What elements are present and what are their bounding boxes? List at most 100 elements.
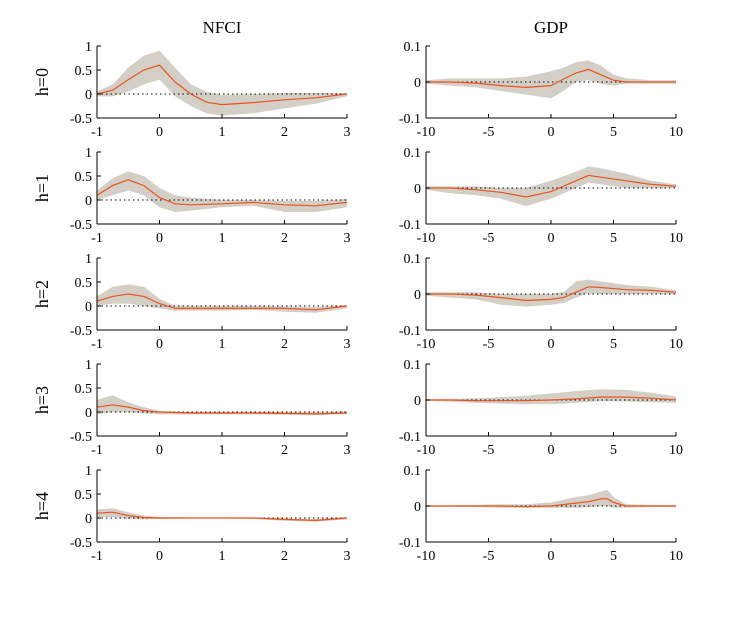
y-tick-label-nfci-h2: -0.5 [70, 324, 92, 339]
y-tick-label-nfci-h0: 0 [85, 88, 92, 103]
confidence-band-gdp-h4 [426, 489, 676, 508]
x-tick-label-gdp-h4: -5 [483, 549, 495, 564]
x-tick-label-nfci-h0: 0 [156, 125, 163, 140]
y-tick-label-gdp-h0: 0 [414, 76, 421, 91]
x-tick-label-nfci-h4: 1 [219, 549, 226, 564]
y-tick-label-nfci-h4: 0.5 [75, 488, 93, 503]
x-tick-label-gdp-h3: 5 [610, 443, 617, 458]
x-tick-label-nfci-h4: 3 [344, 549, 351, 564]
x-tick-label-gdp-h3: -5 [483, 443, 495, 458]
x-tick-label-gdp-h2: -10 [417, 337, 436, 352]
confidence-band-gdp-h3 [426, 389, 676, 405]
y-tick-label-gdp-h4: -0.1 [399, 536, 421, 551]
x-tick-label-gdp-h0: -10 [417, 125, 436, 140]
x-tick-label-nfci-h3: 1 [219, 443, 226, 458]
x-tick-label-nfci-h3: 3 [344, 443, 351, 458]
y-tick-label-gdp-h1: -0.1 [399, 218, 421, 233]
column-title-nfci: NFCI [203, 18, 242, 37]
y-tick-label-gdp-h4: 0 [414, 500, 421, 515]
x-tick-label-nfci-h2: 1 [219, 337, 226, 352]
confidence-band-nfci-h2 [97, 284, 347, 313]
response-line-gdp-h2 [426, 286, 677, 302]
x-tick-label-gdp-h2: 0 [548, 337, 555, 352]
y-tick-label-gdp-h2: 0 [414, 288, 421, 303]
x-tick-label-nfci-h0: 2 [281, 125, 288, 140]
confidence-band-gdp-h0 [426, 60, 676, 99]
y-tick-label-gdp-h2: 0.1 [404, 252, 422, 267]
x-tick-label-gdp-h3: 0 [548, 443, 555, 458]
x-tick-label-nfci-h3: 0 [156, 443, 163, 458]
y-tick-label-nfci-h4: 0 [85, 512, 92, 527]
response-line-nfci-h3 [96, 404, 348, 415]
response-line-gdp-h3 [426, 396, 677, 402]
x-tick-label-gdp-h0: -5 [483, 125, 495, 140]
x-tick-label-gdp-h0: 0 [548, 125, 555, 140]
x-tick-label-gdp-h4: -10 [417, 549, 436, 564]
x-tick-label-nfci-h3: 2 [281, 443, 288, 458]
y-tick-label-nfci-h2: 1 [85, 252, 92, 267]
x-tick-label-nfci-h2: 3 [344, 337, 351, 352]
y-tick-label-gdp-h3: -0.1 [399, 430, 421, 445]
x-tick-label-nfci-h2: -1 [91, 337, 103, 352]
y-tick-label-gdp-h3: 0.1 [404, 358, 422, 373]
y-tick-label-gdp-h4: 0.1 [404, 464, 422, 479]
x-tick-label-nfci-h3: -1 [91, 443, 103, 458]
x-tick-label-gdp-h2: 5 [610, 337, 617, 352]
y-tick-label-nfci-h2: 0 [85, 300, 92, 315]
x-tick-label-nfci-h1: -1 [91, 231, 103, 246]
y-tick-label-nfci-h3: 1 [85, 358, 92, 373]
confidence-band-nfci-h1 [97, 171, 347, 212]
row-label-h-0: h=0 [32, 68, 52, 96]
response-line-gdp-h0 [426, 68, 676, 89]
x-tick-label-gdp-h1: 10 [669, 231, 683, 246]
x-tick-label-nfci-h1: 1 [219, 231, 226, 246]
row-label-h-3: h=3 [32, 386, 52, 414]
confidence-band-nfci-h0 [97, 50, 347, 116]
y-tick-label-nfci-h3: 0.5 [75, 382, 93, 397]
response-line-nfci-h0 [96, 64, 348, 106]
x-tick-label-gdp-h1: 5 [610, 231, 617, 246]
y-tick-label-nfci-h1: -0.5 [70, 218, 92, 233]
x-tick-label-gdp-h3: -10 [417, 443, 436, 458]
x-tick-label-nfci-h2: 0 [156, 337, 163, 352]
response-line-nfci-h2 [96, 293, 348, 311]
row-label-h-1: h=1 [32, 174, 52, 202]
y-tick-label-nfci-h3: 0 [85, 406, 92, 421]
x-tick-label-gdp-h2: -5 [483, 337, 495, 352]
x-tick-label-nfci-h1: 2 [281, 231, 288, 246]
x-tick-label-gdp-h3: 10 [669, 443, 683, 458]
y-tick-label-nfci-h4: 1 [85, 464, 92, 479]
y-tick-label-nfci-h4: -0.5 [70, 536, 92, 551]
y-tick-label-nfci-h0: 0.5 [75, 64, 93, 79]
y-tick-label-gdp-h2: -0.1 [399, 324, 421, 339]
response-line-nfci-h1 [96, 179, 348, 207]
column-title-gdp: GDP [534, 18, 568, 37]
x-tick-label-nfci-h1: 3 [344, 231, 351, 246]
x-tick-label-nfci-h4: 0 [156, 549, 163, 564]
response-line-gdp-h4 [426, 498, 676, 508]
x-tick-label-nfci-h0: -1 [91, 125, 103, 140]
y-tick-label-nfci-h2: 0.5 [75, 276, 93, 291]
x-tick-label-nfci-h4: -1 [91, 549, 103, 564]
row-label-h-2: h=2 [32, 280, 52, 308]
y-tick-label-gdp-h0: -0.1 [399, 112, 421, 127]
x-tick-label-gdp-h0: 10 [669, 125, 683, 140]
x-tick-label-gdp-h1: -10 [417, 231, 436, 246]
x-tick-label-gdp-h4: 5 [610, 549, 617, 564]
y-tick-label-gdp-h1: 0.1 [404, 146, 422, 161]
y-tick-label-nfci-h0: 1 [85, 40, 92, 55]
confidence-band-gdp-h2 [426, 279, 676, 307]
y-tick-label-nfci-h1: 1 [85, 146, 92, 161]
x-tick-label-nfci-h0: 1 [219, 125, 226, 140]
x-tick-label-nfci-h0: 3 [344, 125, 351, 140]
y-tick-label-gdp-h3: 0 [414, 394, 421, 409]
x-tick-label-gdp-h2: 10 [669, 337, 683, 352]
y-tick-label-nfci-h1: 0.5 [75, 170, 93, 185]
x-tick-label-gdp-h4: 0 [548, 549, 555, 564]
response-line-gdp-h1 [426, 174, 677, 198]
confidence-band-gdp-h1 [426, 166, 676, 206]
x-tick-label-nfci-h2: 2 [281, 337, 288, 352]
y-tick-label-nfci-h3: -0.5 [70, 430, 92, 445]
